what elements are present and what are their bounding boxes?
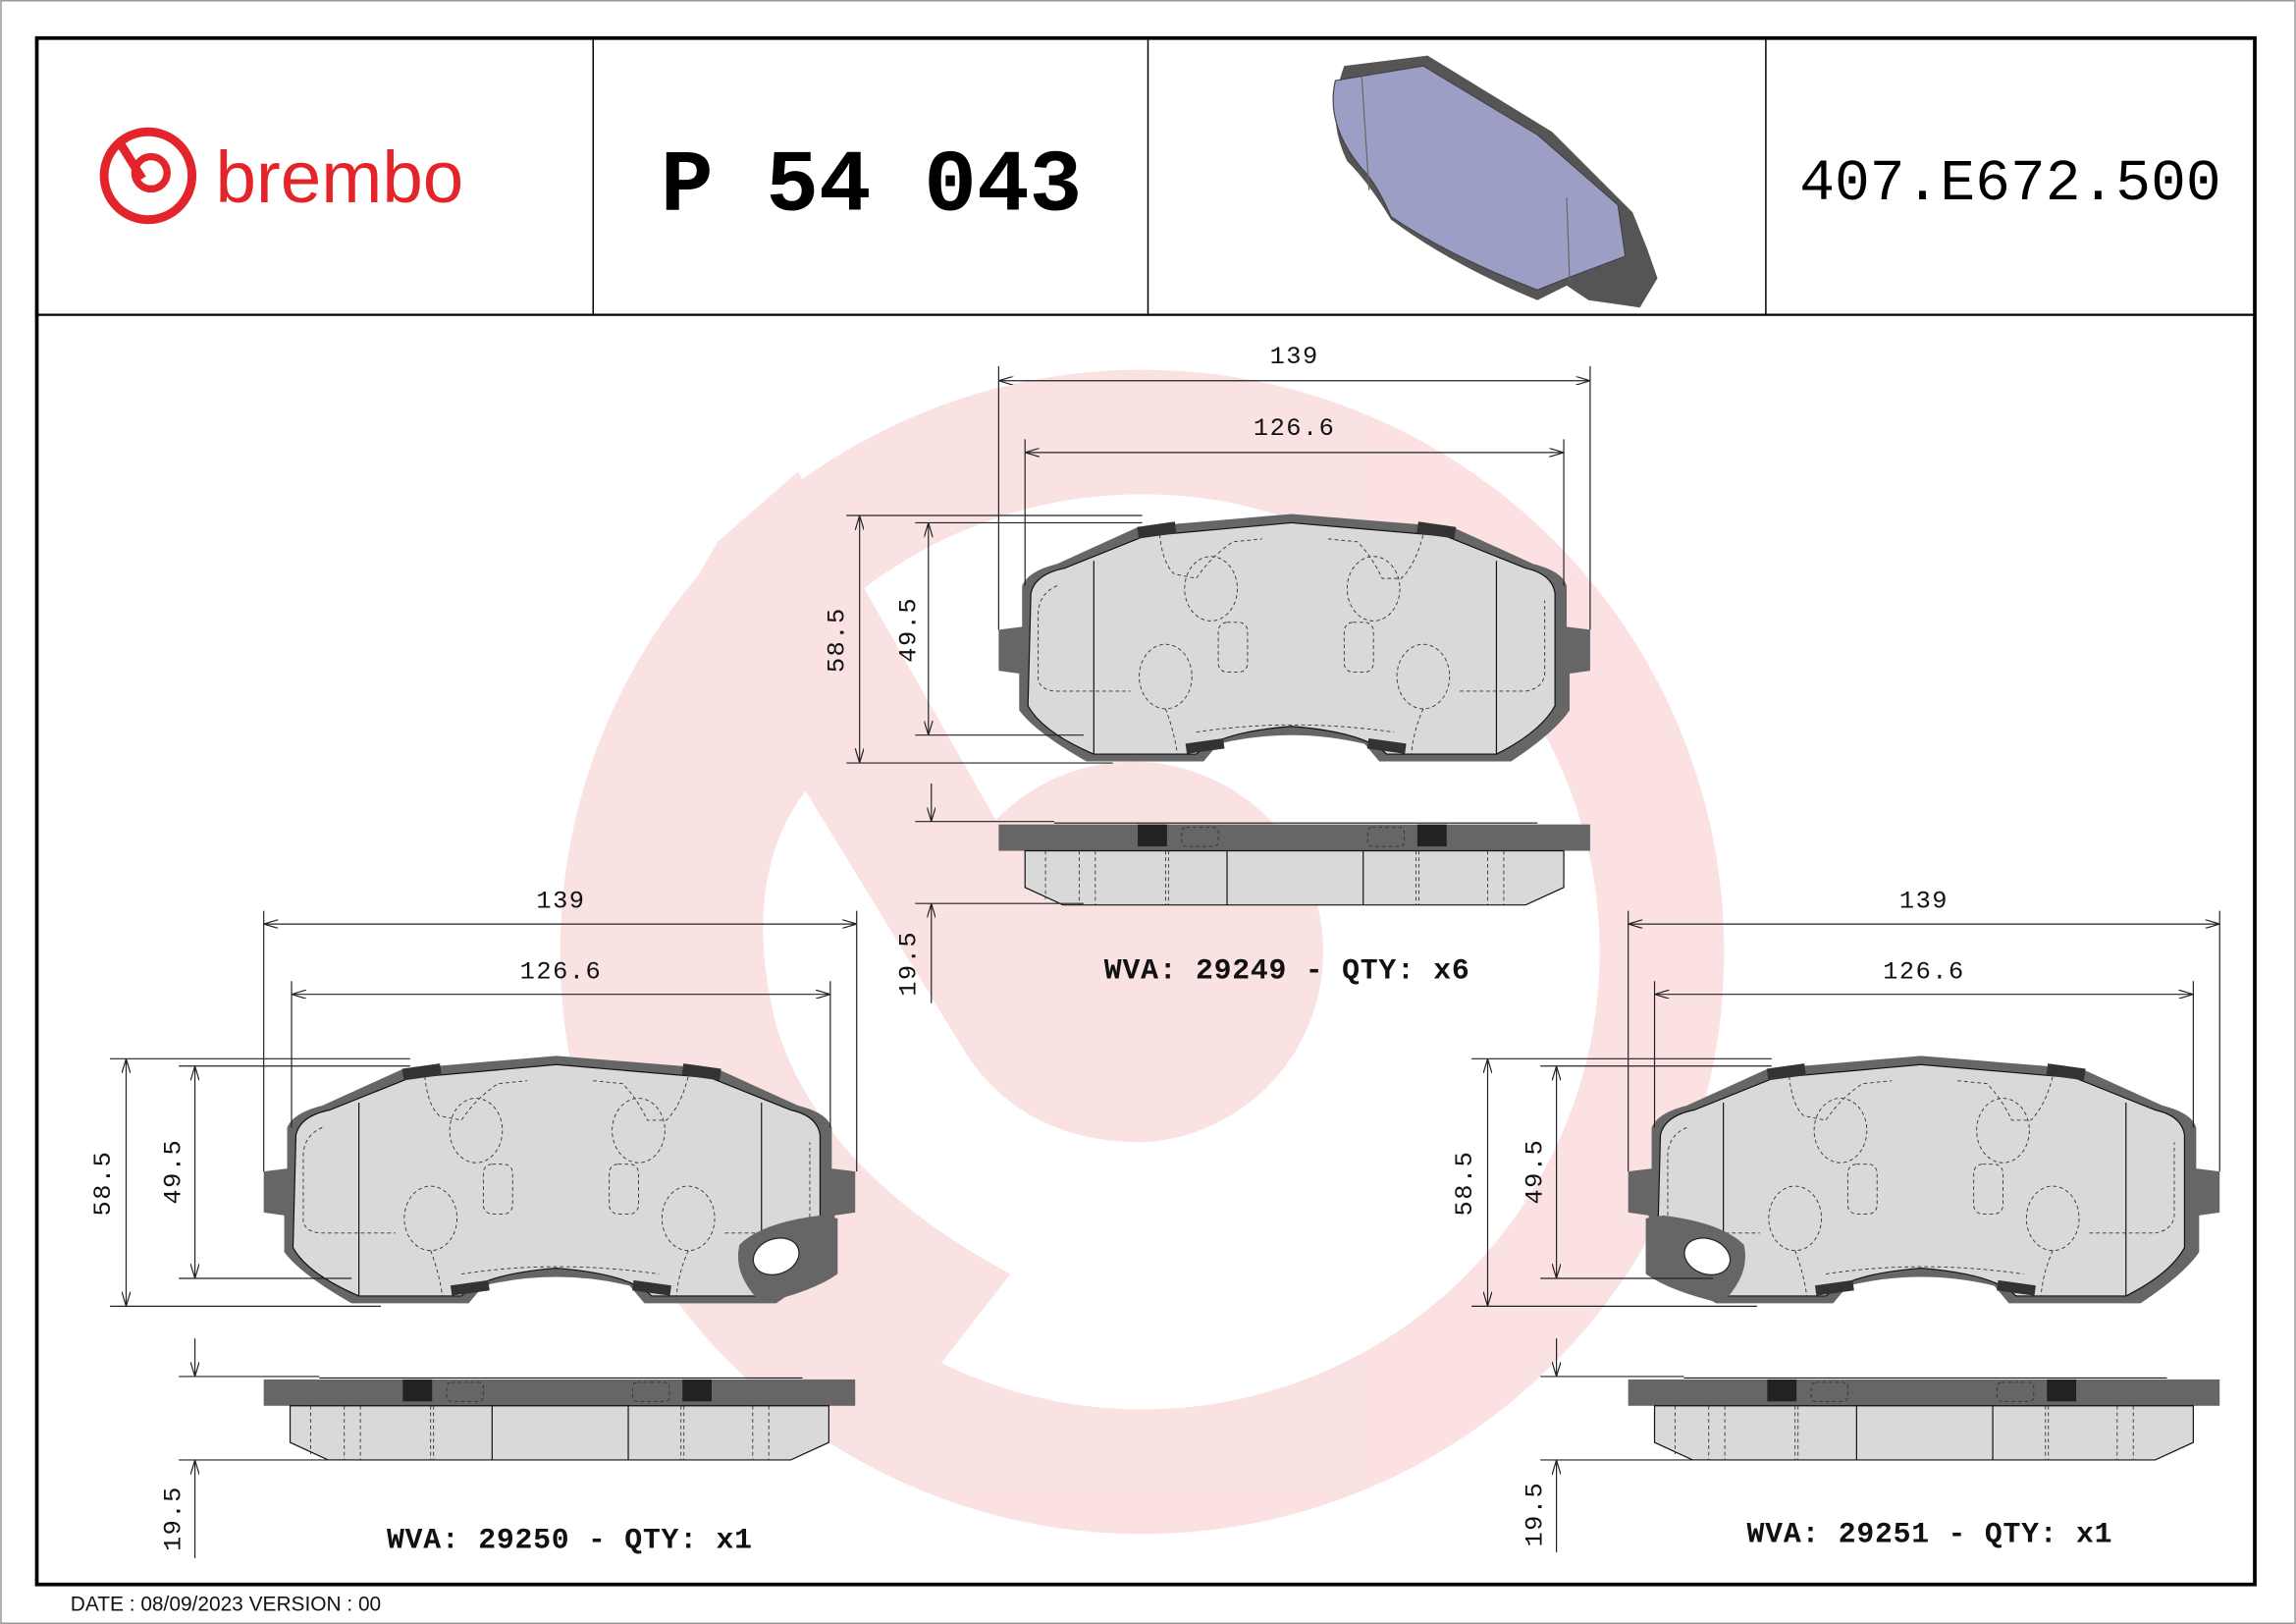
- svg-text:139: 139: [1270, 343, 1319, 371]
- svg-text:19.5: 19.5: [160, 1486, 188, 1551]
- brembo-logo: brembo: [99, 127, 463, 225]
- svg-text:19.5: 19.5: [894, 931, 923, 997]
- reference-code: 407.E672.500: [1799, 150, 2220, 217]
- svg-text:49.5: 49.5: [160, 1139, 188, 1205]
- svg-text:49.5: 49.5: [1522, 1139, 1550, 1205]
- svg-text:19.5: 19.5: [1522, 1482, 1550, 1547]
- brand-name: brembo: [215, 135, 463, 218]
- svg-text:58.5: 58.5: [1451, 1151, 1479, 1217]
- pad-view-1: 139 126.6 58.5 49.5 19.5 WVA: 29249 - QT…: [823, 343, 1591, 1003]
- svg-text:126.6: 126.6: [1254, 414, 1336, 443]
- svg-text:126.6: 126.6: [1883, 957, 1965, 986]
- date-version: DATE : 08/09/2023 VERSION : 00: [71, 1594, 381, 1616]
- sheet-frame: [34, 35, 2257, 1587]
- svg-text:139: 139: [536, 888, 585, 916]
- part-number: P 54 043: [661, 136, 1083, 236]
- pad-3d-render: [1332, 55, 1658, 308]
- wva-label: WVA: 29251 - QTY: x1: [1747, 1517, 2113, 1550]
- wva-label: WVA: 29249 - QTY: x6: [1104, 953, 1470, 987]
- svg-text:126.6: 126.6: [520, 957, 603, 986]
- wva-label: WVA: 29250 - QTY: x1: [387, 1523, 753, 1556]
- svg-text:139: 139: [1899, 888, 1949, 916]
- svg-text:58.5: 58.5: [89, 1151, 118, 1217]
- svg-text:49.5: 49.5: [894, 597, 923, 663]
- svg-text:58.5: 58.5: [823, 607, 851, 673]
- pad-view-3: 139 126.6 58.5 49.5 19.5 WVA: 29251 - QT…: [1451, 888, 2220, 1552]
- pad-view-2: 139 126.6 58.5 49.5 19.5 WVA: 29250 - QT…: [89, 888, 858, 1558]
